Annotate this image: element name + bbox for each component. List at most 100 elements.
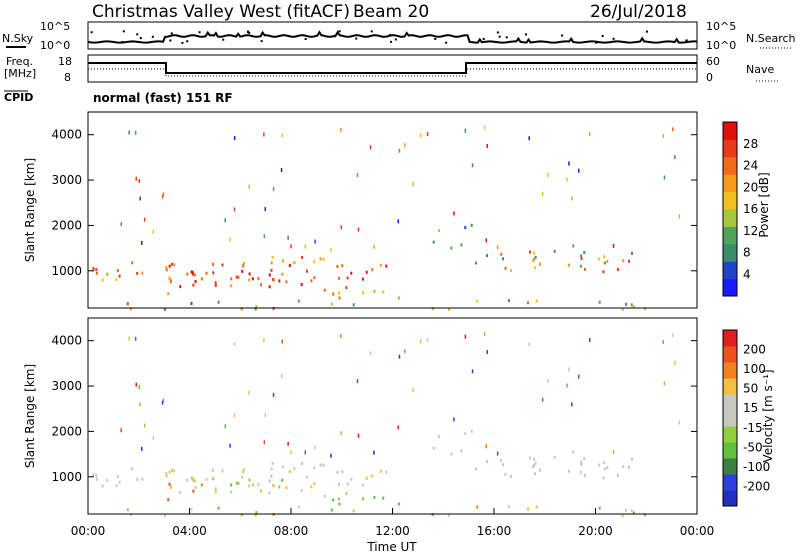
power-cell [510,269,512,272]
velocity-cell [362,497,365,501]
y-tick-label: 1000 [51,264,82,278]
power-cell [369,145,372,150]
velocity-cell [598,506,601,510]
velocity-cell [584,473,586,477]
velocity-cell [306,475,308,479]
noise-left-label: N.Sky [2,32,34,45]
velocity-cell [163,513,166,517]
power-cell [161,194,164,199]
velocity-cell [136,477,139,481]
velocity-cell [496,451,499,456]
velocity-cell [138,385,141,389]
power-cell [168,264,171,268]
velocity-cell [139,402,141,407]
power-cell [483,125,486,130]
velocity-cell [535,505,538,509]
noise-search-dot [304,38,307,41]
power-cell [330,247,332,252]
velocity-cell [397,425,399,430]
power-cell [285,280,288,284]
velocity-cell [412,388,414,393]
power-cell [290,244,292,249]
power-cell [340,225,343,230]
velocity-cell [547,379,549,383]
power-cell [622,259,625,263]
power-cell [504,266,507,270]
velocity-cell [568,367,570,372]
power-cell [224,218,226,223]
power-cell [373,244,375,249]
power-cell [95,268,98,271]
velocity-cell [173,469,176,473]
power-cell [192,283,195,287]
velocity-cell [281,339,283,344]
power-cell [485,238,487,243]
velocity-cell [612,449,615,454]
velocity-cell [643,513,646,517]
x-tick-label: 00:00 [680,524,715,538]
velocity-cell [255,511,258,515]
velocity-cell [313,482,316,486]
y-tick-label: 2000 [51,218,82,232]
power-cell [270,268,273,272]
power-cell [271,255,274,259]
power-cell [248,184,250,189]
velocity-cell [192,489,195,493]
colorbar-swatch [723,378,737,395]
velocity-cell [260,489,262,493]
power-cell [214,281,217,285]
velocity-cell [541,397,544,402]
velocity-cell [447,513,450,517]
velocity-cell [476,505,479,509]
velocity-cell [486,460,488,464]
velocity-panel: 1000 2000 3000 4000 Slant Range [km] -200 -1… [23,317,775,517]
power-cell [319,257,322,261]
velocity-cell [290,450,292,455]
velocity-cell [229,443,231,448]
power-cell [616,267,619,271]
velocity-cell [131,467,134,471]
velocity-cell [630,509,633,513]
velocity-cell [251,483,254,487]
power-panel: 1000 2000 3000 4000 Slant Range [km] 4 8 12 16… [23,111,771,311]
power-cell [352,303,355,307]
velocity-cell [263,338,265,343]
velocity-cell [332,498,335,502]
colorbar-swatch [723,458,737,475]
nave-label: Nave [746,63,774,76]
y-tick-label: 4000 [51,128,82,142]
power-cell [237,275,240,279]
power-cell [464,226,467,230]
velocity-cell [678,420,681,425]
power-cell [233,136,236,140]
velocity-cell [235,481,238,485]
colorbar-tick-label: -50 [743,440,763,454]
colorbar-swatch [723,191,737,210]
power-cell [382,290,385,294]
noise-search-dot [338,30,341,33]
power-cell [116,269,119,273]
power-cell [131,261,134,265]
power-cell [301,255,304,259]
power-cell [568,161,570,166]
power-cell [272,186,275,191]
velocity-cell [631,457,633,461]
power-cell [357,227,360,232]
noise-search-dot [170,32,173,35]
velocity-cell [190,476,193,480]
colorbar-tick-label: 28 [743,137,758,151]
power-cell [306,269,308,273]
power-cell [248,272,251,276]
power-cell [287,235,289,240]
velocity-cell [270,467,273,471]
power-cell [162,192,165,197]
velocity-cell [248,390,250,395]
velocity-cell [346,482,349,486]
velocity-cell [304,450,306,455]
velocity-cell [373,450,375,455]
power-cell [426,132,429,137]
power-cell [281,259,284,263]
velocity-cell [248,478,251,482]
power-cell [251,277,254,281]
power-cell [419,133,422,138]
